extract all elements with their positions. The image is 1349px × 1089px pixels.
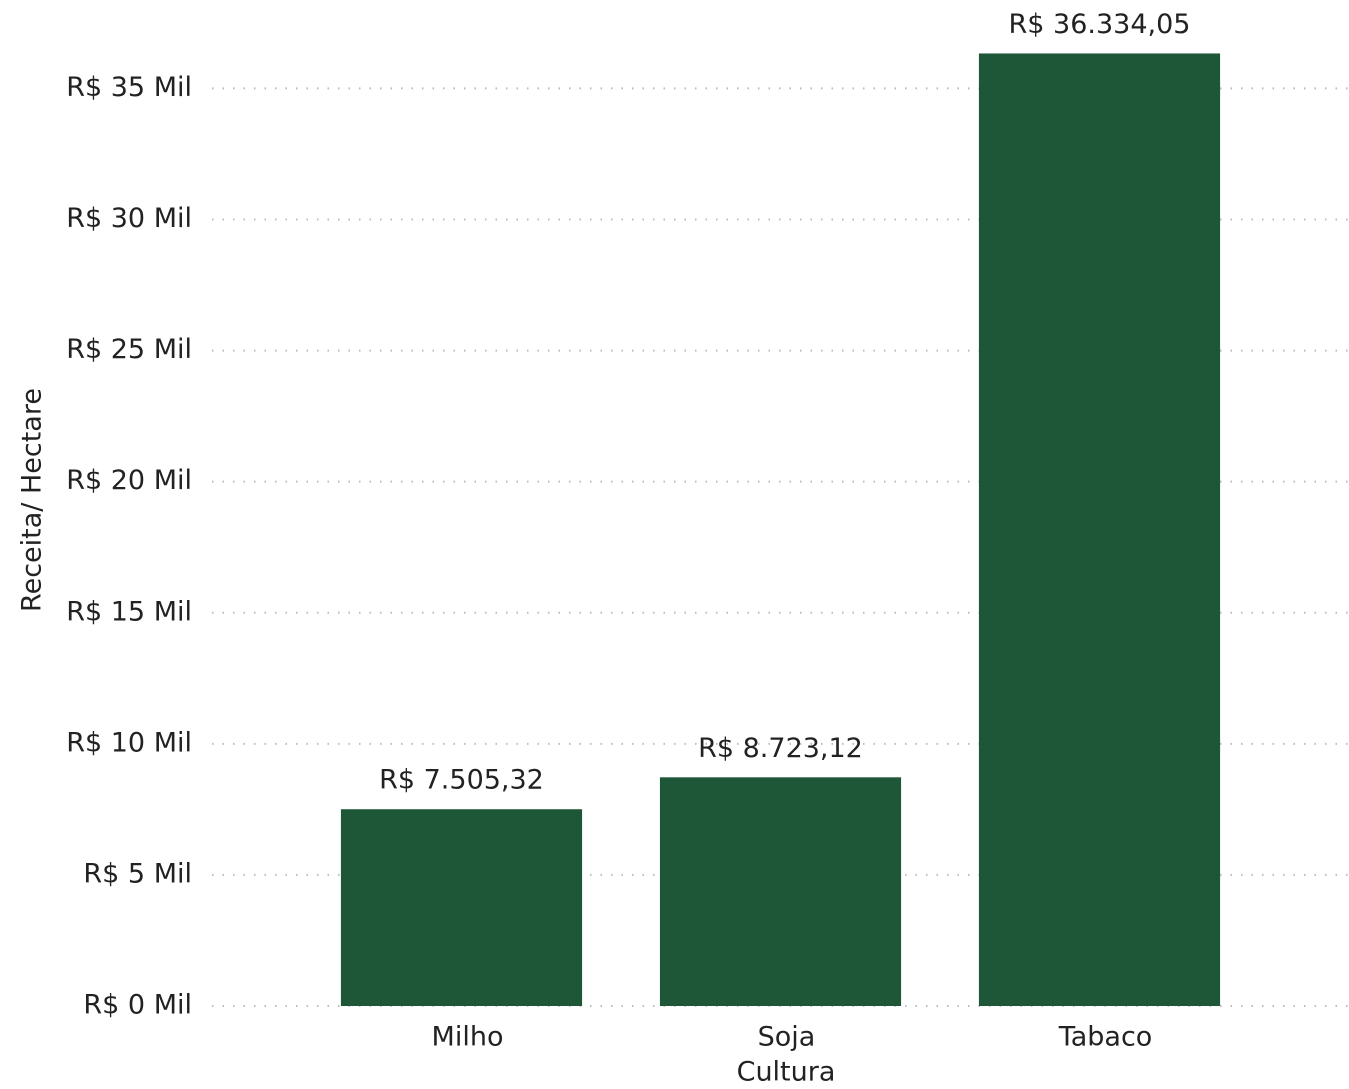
bar — [978, 53, 1221, 1007]
x-axis-label: Cultura — [737, 1057, 836, 1088]
y-tick-label: R$ 15 Mil — [66, 596, 192, 627]
y-tick-label: R$ 25 Mil — [66, 334, 192, 365]
bar — [659, 777, 902, 1006]
x-tick-label: Milho — [432, 1022, 504, 1053]
value-label: R$ 7.505,32 — [379, 765, 544, 796]
x-tick-label: Tabaco — [1058, 1022, 1153, 1053]
y-tick-label: R$ 10 Mil — [66, 727, 192, 758]
value-label: R$ 36.334,05 — [1009, 9, 1191, 40]
y-axis-label: Receita/ Hectare — [17, 388, 48, 612]
y-tick-label: R$ 30 Mil — [66, 203, 192, 234]
y-tick-label: R$ 0 Mil — [83, 990, 192, 1021]
y-tick-label: R$ 5 Mil — [83, 858, 192, 889]
bar — [340, 809, 583, 1006]
value-label: R$ 8.723,12 — [698, 733, 863, 764]
y-tick-label: R$ 35 Mil — [66, 72, 192, 103]
y-tick-label: R$ 20 Mil — [66, 465, 192, 496]
x-tick-label: Soja — [758, 1022, 816, 1053]
